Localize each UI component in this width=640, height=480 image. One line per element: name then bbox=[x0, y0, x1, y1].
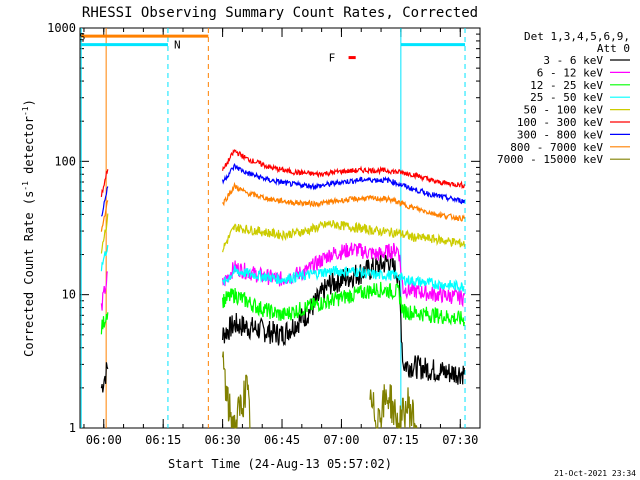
legend-entry-label: 6 - 12 keV bbox=[537, 66, 604, 79]
chart-title: RHESSI Observing Summary Count Rates, Co… bbox=[82, 5, 478, 21]
series-line-7000-15000-kev bbox=[369, 384, 418, 429]
x-tick-label: 07:15 bbox=[383, 433, 419, 447]
x-tick-label: 07:00 bbox=[323, 433, 359, 447]
y-label-sup2: -1 bbox=[21, 106, 30, 116]
legend-entry-label: 300 - 800 keV bbox=[517, 128, 603, 141]
plot-frame bbox=[79, 27, 481, 429]
series-line-3-6-kev bbox=[100, 362, 109, 393]
y-tick-label: 100 bbox=[54, 154, 76, 168]
x-axis-label: Start Time (24-Aug-13 05:57:02) bbox=[168, 457, 392, 471]
series-line-12-25-kev bbox=[222, 281, 465, 327]
y-label-main: Corrected Count Rate (s bbox=[22, 191, 36, 357]
y-label-mid: detector bbox=[22, 116, 36, 181]
saa-label: S bbox=[79, 32, 85, 43]
y-label-sup1: -1 bbox=[21, 181, 30, 191]
series-line-100-300-kev bbox=[222, 149, 465, 190]
series-line-6-12-kev bbox=[100, 271, 108, 311]
legend-entry-label: 100 - 300 keV bbox=[517, 116, 603, 129]
series-line-7000-15000-kev bbox=[222, 351, 251, 429]
y-label-end: ) bbox=[22, 99, 36, 106]
legend-header-attenuator: Att 0 bbox=[597, 42, 630, 55]
legend-entry-label: 25 - 50 keV bbox=[530, 91, 603, 104]
night-label: N bbox=[174, 39, 181, 52]
series-line-100-300-kev bbox=[100, 169, 109, 197]
series-line-300-800-kev bbox=[100, 186, 109, 217]
y-axis-label: Corrected Count Rate (s-1 detector-1) bbox=[21, 99, 36, 357]
legend-entry-label: 7000 - 15000 keV bbox=[497, 153, 603, 166]
x-tick-label: 06:00 bbox=[86, 433, 122, 447]
y-tick-label: 10 bbox=[62, 288, 76, 302]
legend-entry-label: 50 - 100 keV bbox=[524, 104, 604, 117]
x-tick-label: 07:30 bbox=[442, 433, 478, 447]
plot-area: 1 10 100 1000 06:00 06:15 06:30 06:45 07:00 07:15… bbox=[47, 21, 481, 447]
x-tick-label: 06:45 bbox=[264, 433, 300, 447]
series-line-25-50-kev bbox=[100, 244, 109, 272]
series-line-25-50-kev bbox=[222, 264, 465, 293]
flare-label: F bbox=[329, 52, 336, 65]
legend-header-detectors: Det 1,3,4,5,6,9, bbox=[524, 30, 630, 43]
series-line-50-100-kev bbox=[100, 213, 109, 254]
y-tick-label: 1 bbox=[69, 421, 76, 435]
legend-entry-label: 3 - 6 keV bbox=[543, 54, 603, 67]
x-tick-label: 06:30 bbox=[205, 433, 241, 447]
legend-entry-label: 12 - 25 keV bbox=[530, 79, 603, 92]
series-line-50-100-kev bbox=[222, 219, 465, 253]
y-tick-label: 1000 bbox=[47, 21, 76, 35]
series-line-800-7000-kev bbox=[222, 181, 465, 222]
series-line-300-800-kev bbox=[222, 162, 465, 205]
series-line-12-25-kev bbox=[100, 312, 109, 335]
x-tick-label: 06:15 bbox=[145, 433, 181, 447]
timestamp: 21-Oct-2021 23:34 bbox=[554, 469, 636, 478]
series-line-800-7000-kev bbox=[100, 200, 109, 232]
legend-entry-label: 800 - 7000 keV bbox=[510, 141, 603, 154]
